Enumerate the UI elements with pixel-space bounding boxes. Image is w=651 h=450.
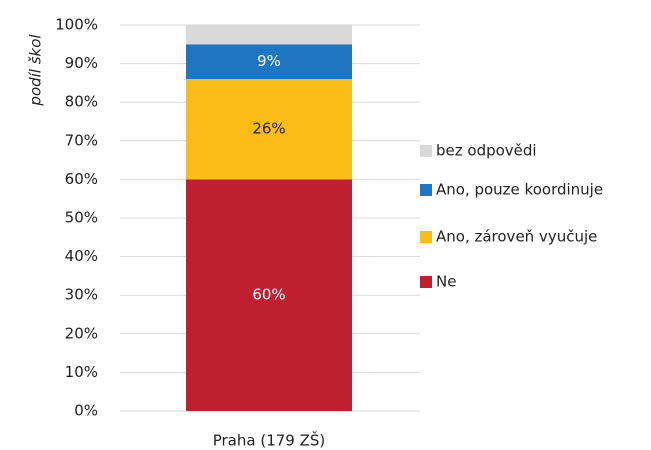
bar-segment — [186, 44, 352, 80]
y-tick-label: 30% — [65, 286, 98, 304]
data-label: 26% — [252, 120, 285, 138]
y-tick-label: 80% — [65, 93, 98, 111]
y-tick-label: 0% — [74, 402, 98, 420]
legend-swatch — [420, 231, 432, 243]
legend-label: Ne — [436, 273, 456, 291]
y-tick-label: 90% — [65, 54, 98, 72]
legend-swatch — [420, 184, 432, 196]
x-tick-label: Praha (179 ZŠ) — [213, 431, 326, 450]
y-tick-label: 40% — [65, 247, 98, 265]
y-tick-label: 100% — [55, 16, 98, 34]
bar-segment — [186, 79, 352, 180]
y-tick-label: 60% — [65, 170, 98, 188]
legend-label: Ano, zároveň vyučuje — [436, 228, 597, 246]
legend-swatch — [420, 276, 432, 288]
y-tick-label: 20% — [65, 324, 98, 342]
legend-label: Ano, pouze koordinuje — [436, 181, 603, 199]
bar-segment — [186, 179, 352, 411]
y-tick-label: 10% — [65, 363, 98, 381]
legend-swatch — [420, 145, 432, 157]
y-tick-label: 50% — [65, 209, 98, 227]
legend-label: bez odpovědi — [436, 142, 537, 160]
bar-segment — [186, 25, 352, 45]
data-label: 9% — [257, 52, 281, 70]
y-tick-label: 70% — [65, 131, 98, 149]
y-axis-label: podíl škol — [27, 34, 45, 107]
data-label: 60% — [252, 286, 285, 304]
